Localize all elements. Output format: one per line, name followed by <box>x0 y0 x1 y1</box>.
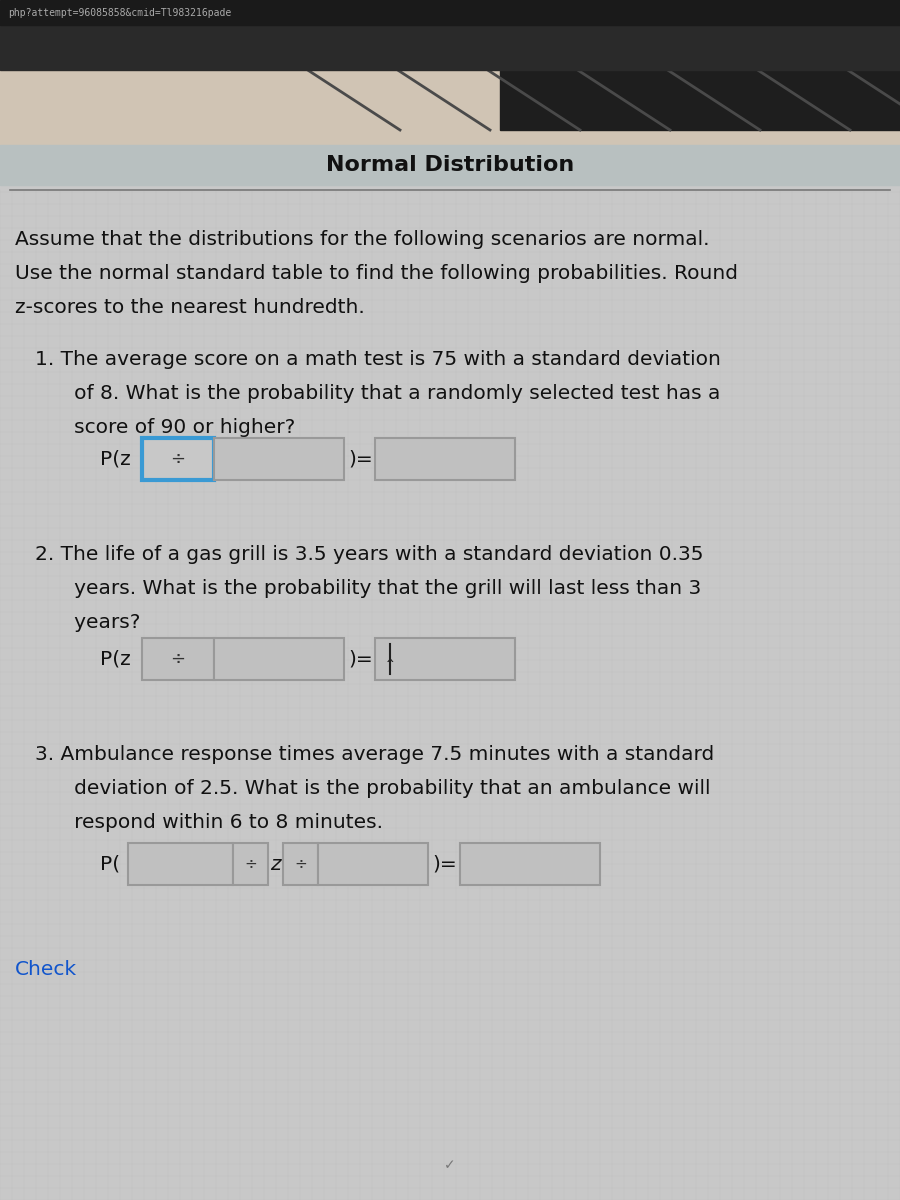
Text: Assume that the distributions for the following scenarios are normal.: Assume that the distributions for the fo… <box>15 230 709 248</box>
Text: years?: years? <box>55 613 140 632</box>
Bar <box>500 0 900 130</box>
Text: php?attempt=96085858&cmid=Tl983216pade: php?attempt=96085858&cmid=Tl983216pade <box>8 8 231 18</box>
Text: ÷: ÷ <box>244 857 256 871</box>
FancyBboxPatch shape <box>214 438 344 480</box>
Text: deviation of 2.5. What is the probability that an ambulance will: deviation of 2.5. What is the probabilit… <box>55 779 710 798</box>
Text: P(z: P(z <box>100 450 130 468</box>
FancyBboxPatch shape <box>142 438 214 480</box>
FancyBboxPatch shape <box>214 638 344 680</box>
Text: ÷: ÷ <box>294 857 307 871</box>
Text: )=: )= <box>348 649 373 668</box>
Text: ✓: ✓ <box>445 1158 455 1172</box>
Text: )=: )= <box>432 854 456 874</box>
Text: 2. The life of a gas grill is 3.5 years with a standard deviation 0.35: 2. The life of a gas grill is 3.5 years … <box>35 545 704 564</box>
Text: P(z: P(z <box>100 649 130 668</box>
FancyBboxPatch shape <box>233 842 268 886</box>
Text: ÷: ÷ <box>170 650 185 668</box>
Bar <box>0 70 900 145</box>
Text: )=: )= <box>348 450 373 468</box>
FancyBboxPatch shape <box>375 438 515 480</box>
FancyBboxPatch shape <box>375 638 515 680</box>
Text: of 8. What is the probability that a randomly selected test has a: of 8. What is the probability that a ran… <box>55 384 720 403</box>
Bar <box>0 0 900 25</box>
Text: Use the normal standard table to find the following probabilities. Round: Use the normal standard table to find th… <box>15 264 738 283</box>
Text: z: z <box>270 854 281 874</box>
Bar <box>0 145 900 185</box>
Text: 3. Ambulance response times average 7.5 minutes with a standard: 3. Ambulance response times average 7.5 … <box>35 745 715 764</box>
FancyBboxPatch shape <box>142 638 214 680</box>
FancyBboxPatch shape <box>128 842 233 886</box>
Text: years. What is the probability that the grill will last less than 3: years. What is the probability that the … <box>55 578 701 598</box>
Text: 1. The average score on a math test is 75 with a standard deviation: 1. The average score on a math test is 7… <box>35 350 721 370</box>
Text: Normal Distribution: Normal Distribution <box>326 155 574 175</box>
Text: ‸: ‸ <box>387 643 393 662</box>
Text: Check: Check <box>15 960 77 979</box>
Bar <box>0 190 900 1200</box>
FancyBboxPatch shape <box>283 842 318 886</box>
Text: score of 90 or higher?: score of 90 or higher? <box>55 418 295 437</box>
Text: z-scores to the nearest hundredth.: z-scores to the nearest hundredth. <box>15 298 364 317</box>
FancyBboxPatch shape <box>318 842 428 886</box>
Text: ÷: ÷ <box>170 450 185 468</box>
FancyBboxPatch shape <box>460 842 600 886</box>
Bar <box>0 25 900 70</box>
Text: P(: P( <box>100 854 120 874</box>
Text: respond within 6 to 8 minutes.: respond within 6 to 8 minutes. <box>55 814 383 832</box>
